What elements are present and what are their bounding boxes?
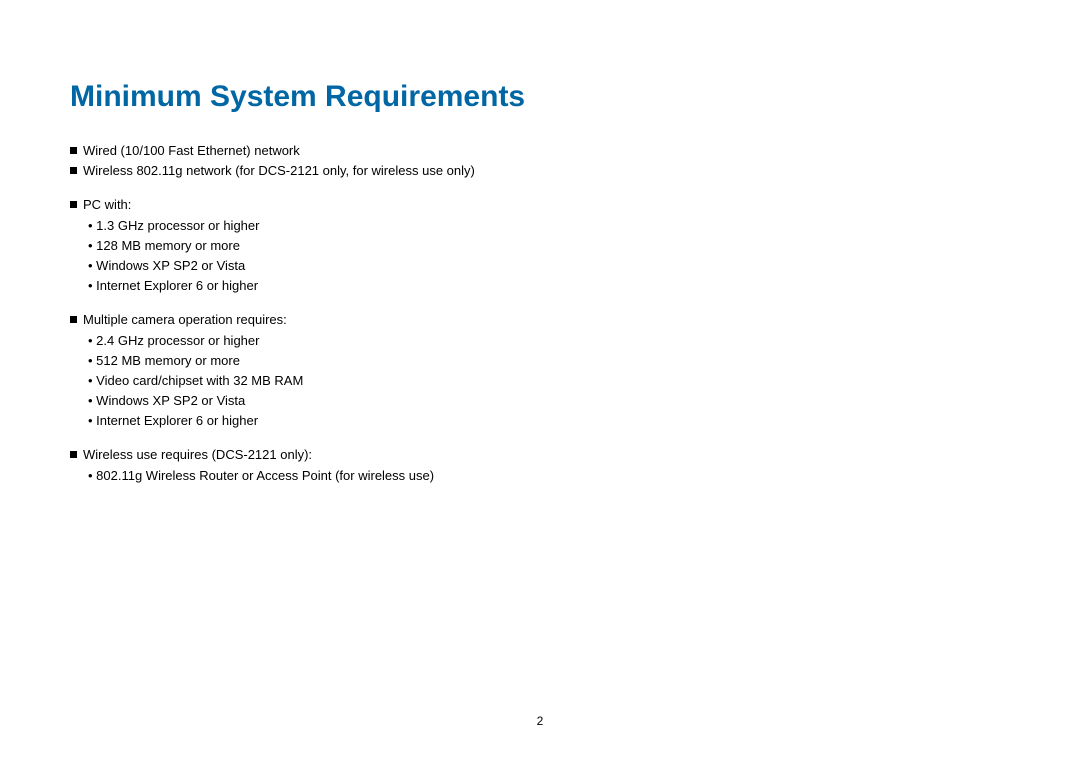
square-bullet-icon [70, 167, 77, 174]
square-bullet-icon [70, 316, 77, 323]
list-item: PC with: [70, 196, 1010, 214]
sub-list-item: • Video card/chipset with 32 MB RAM [70, 372, 1010, 390]
sub-list-item: • Windows XP SP2 or Vista [70, 257, 1010, 275]
sub-list-item: • 512 MB memory or more [70, 352, 1010, 370]
section-pc: PC with: • 1.3 GHz processor or higher •… [70, 196, 1010, 295]
list-item: Wireless 802.11g network (for DCS-2121 o… [70, 162, 1010, 180]
section-wireless: Wireless use requires (DCS-2121 only): •… [70, 446, 1010, 484]
item-text: Multiple camera operation requires: [83, 311, 287, 329]
item-text: Wired (10/100 Fast Ethernet) network [83, 142, 300, 160]
square-bullet-icon [70, 147, 77, 154]
square-bullet-icon [70, 201, 77, 208]
sub-list-item: • 128 MB memory or more [70, 237, 1010, 255]
section-network: Wired (10/100 Fast Ethernet) network Wir… [70, 142, 1010, 180]
list-item: Multiple camera operation requires: [70, 311, 1010, 329]
sub-list-item: • 802.11g Wireless Router or Access Poin… [70, 467, 1010, 485]
list-item: Wireless use requires (DCS-2121 only): [70, 446, 1010, 464]
sub-list-item: • Internet Explorer 6 or higher [70, 277, 1010, 295]
item-text: Wireless 802.11g network (for DCS-2121 o… [83, 162, 475, 180]
item-text: PC with: [83, 196, 131, 214]
square-bullet-icon [70, 451, 77, 458]
item-text: Wireless use requires (DCS-2121 only): [83, 446, 312, 464]
page-number: 2 [537, 714, 544, 728]
sub-list-item: • 1.3 GHz processor or higher [70, 217, 1010, 235]
sub-list-item: • Internet Explorer 6 or higher [70, 412, 1010, 430]
list-item: Wired (10/100 Fast Ethernet) network [70, 142, 1010, 160]
page-title: Minimum System Requirements [70, 80, 1010, 114]
section-multiple-camera: Multiple camera operation requires: • 2.… [70, 311, 1010, 430]
sub-list-item: • Windows XP SP2 or Vista [70, 392, 1010, 410]
requirements-content: Wired (10/100 Fast Ethernet) network Wir… [70, 142, 1010, 485]
sub-list-item: • 2.4 GHz processor or higher [70, 332, 1010, 350]
